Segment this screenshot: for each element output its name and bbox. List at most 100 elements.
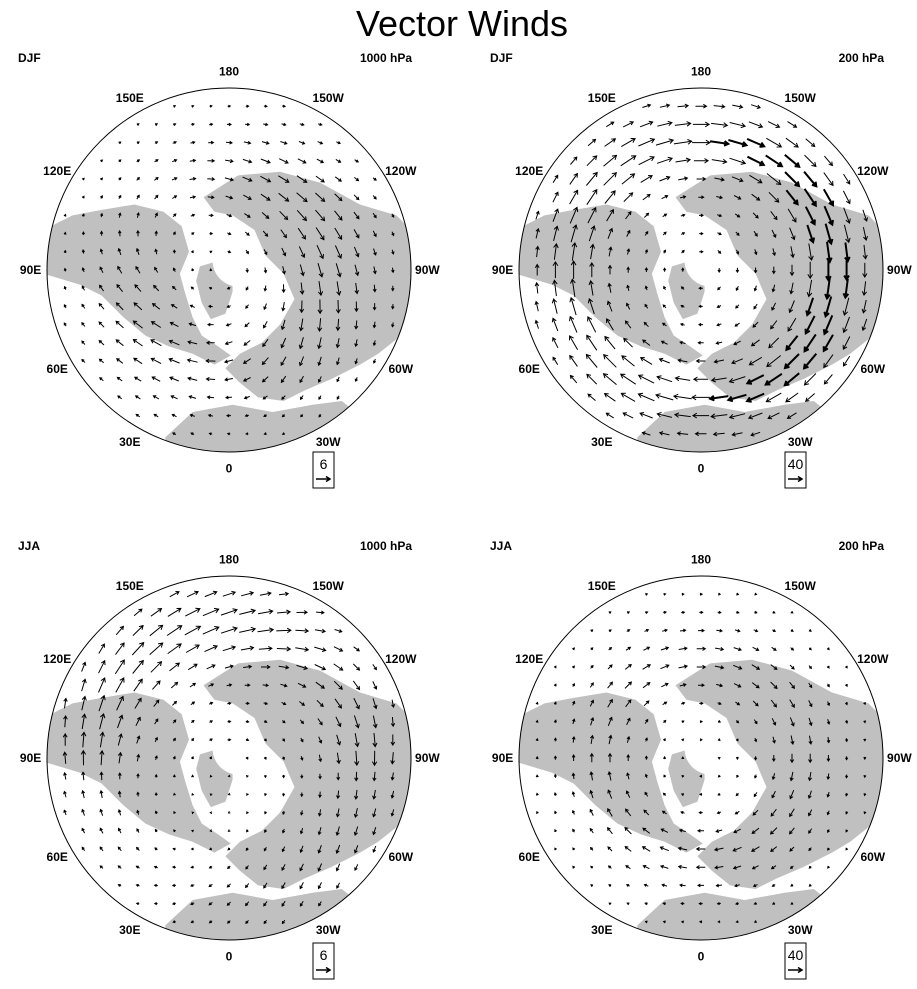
wind-vector — [81, 827, 86, 834]
wind-vector — [808, 700, 813, 708]
wind-vector — [679, 195, 687, 199]
wind-vector — [790, 629, 794, 632]
wind-vector — [276, 627, 292, 634]
wind-vector — [680, 902, 685, 906]
wind-vector — [716, 683, 724, 688]
wind-vector — [733, 647, 743, 652]
wind-vector — [244, 213, 251, 218]
wind-vector — [354, 264, 360, 277]
wind-vector — [300, 414, 304, 418]
wind-vector — [281, 756, 285, 761]
wind-vector — [99, 771, 104, 781]
wind-vector — [626, 284, 630, 292]
wind-vector — [188, 322, 197, 327]
wind-vector — [845, 774, 849, 779]
wind-vector — [335, 808, 340, 818]
wind-vector — [678, 664, 689, 669]
wind-vector — [808, 682, 813, 689]
wind-vector — [117, 395, 122, 400]
wind-vector — [783, 353, 800, 370]
wind-vector — [624, 808, 632, 817]
wind-vector — [117, 827, 122, 834]
wind-vector — [169, 662, 181, 672]
wind-vector — [699, 701, 704, 706]
land-mass — [203, 659, 411, 889]
wind-vector — [224, 377, 233, 382]
wind-vector — [191, 811, 195, 815]
wind-vector — [863, 756, 867, 761]
wind-vector — [390, 790, 395, 799]
wind-vector — [282, 792, 286, 797]
wind-vectors — [62, 590, 396, 925]
wind-vector — [680, 811, 685, 815]
wind-vector — [659, 175, 671, 182]
longitude-label: 180 — [691, 553, 711, 567]
wind-vector — [729, 122, 747, 129]
wind-vector — [661, 810, 667, 815]
wind-vector — [845, 720, 849, 724]
wind-vector — [154, 792, 158, 796]
wind-vector — [316, 158, 325, 164]
arctic-ocean — [212, 235, 264, 287]
wind-vector — [768, 337, 780, 349]
wind-vector — [298, 246, 306, 259]
wind-vector — [117, 865, 122, 869]
wind-vector — [569, 335, 579, 350]
wind-vector — [711, 122, 729, 128]
wind-vector — [372, 771, 377, 782]
wind-vector — [207, 413, 214, 418]
wind-vector — [99, 749, 105, 766]
wind-vector — [281, 720, 286, 724]
wind-vector — [662, 213, 668, 218]
wind-vector — [207, 177, 216, 182]
wind-vector — [296, 209, 308, 222]
wind-vector — [298, 701, 306, 706]
wind-vector — [790, 246, 795, 259]
longitude-label: 120W — [857, 164, 889, 178]
wind-vector — [260, 193, 271, 201]
wind-vector — [677, 103, 690, 109]
wind-vector — [239, 626, 257, 633]
wind-vector — [842, 336, 851, 350]
wind-vector — [372, 340, 377, 347]
wind-vector — [674, 375, 691, 382]
wind-vector — [807, 772, 812, 782]
wind-vector — [715, 829, 723, 833]
wind-vector — [570, 224, 578, 243]
wind-vector — [295, 646, 310, 652]
wind-vector — [261, 664, 271, 670]
wind-vector — [733, 195, 742, 200]
wind-vector — [770, 210, 778, 221]
wind-vector — [843, 173, 851, 185]
wind-vector — [299, 264, 305, 277]
wind-vector — [263, 321, 268, 329]
wind-vector — [572, 865, 576, 869]
wind-vector — [553, 792, 557, 796]
wind-vector — [681, 592, 685, 596]
wind-vector — [334, 193, 343, 202]
wind-vector — [572, 828, 576, 833]
wind-vector — [81, 285, 85, 291]
wind-vector — [862, 262, 868, 279]
wind-vector — [190, 249, 194, 253]
wind-vector — [771, 773, 776, 781]
wind-vector — [608, 734, 613, 745]
wind-vector — [117, 846, 122, 852]
wind-vector — [263, 285, 268, 292]
wind-vector — [586, 155, 598, 167]
wind-vector — [136, 123, 140, 126]
wind-vector — [752, 212, 759, 219]
longitude-label: 30W — [788, 435, 813, 449]
wind-vector — [150, 661, 163, 673]
wind-vector — [717, 701, 722, 705]
wind-vector — [354, 750, 360, 767]
wind-vector — [171, 865, 176, 869]
wind-vector — [225, 195, 234, 200]
wind-vector — [318, 122, 323, 126]
wind-vector — [736, 592, 740, 596]
wind-vector — [767, 412, 780, 420]
longitude-label: 60W — [388, 362, 413, 376]
wind-vector — [731, 358, 743, 365]
wind-vector — [317, 882, 322, 890]
wind-vector — [608, 646, 613, 651]
